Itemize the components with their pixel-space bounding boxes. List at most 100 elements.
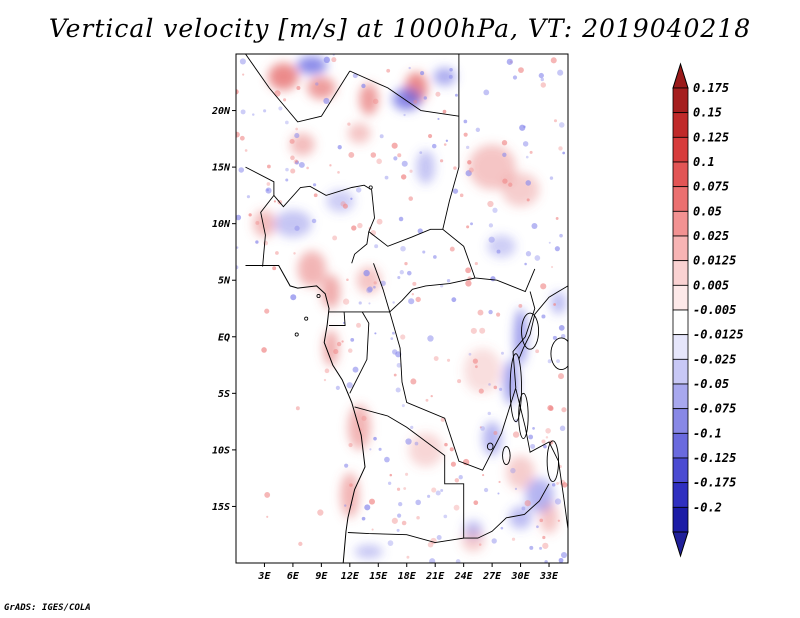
downward-speck <box>285 178 289 182</box>
upward-speck <box>479 426 482 429</box>
upward-speck <box>372 98 379 105</box>
upward-speck <box>427 541 434 548</box>
colorbar-bin <box>672 408 689 434</box>
upward-speck <box>496 312 501 317</box>
downward-speck <box>401 404 405 408</box>
upward-speck <box>453 166 457 170</box>
downward-speck <box>422 250 426 254</box>
upward-speck <box>272 266 277 271</box>
upward-speck <box>465 267 472 274</box>
upward-speck <box>236 131 240 138</box>
upward-speck <box>553 303 556 306</box>
downward-speck <box>344 504 347 507</box>
colorbar-label: 0.05 <box>693 204 722 218</box>
upward-speck <box>336 341 342 347</box>
downward-speck <box>236 246 239 249</box>
upward-speck <box>518 67 524 73</box>
upward-speck <box>559 479 566 486</box>
upward-speck <box>373 281 377 285</box>
upward-speck <box>341 340 344 343</box>
downward-speck <box>558 122 565 128</box>
downward-speck <box>465 170 472 177</box>
downward-speck <box>323 97 330 105</box>
downward-speck <box>368 302 371 305</box>
downward-speck <box>536 525 539 529</box>
country-border <box>329 311 346 326</box>
downward-speck <box>431 143 437 149</box>
colorbar-label: 0.0125 <box>693 254 736 268</box>
upward-speck <box>550 265 554 269</box>
downward-speck <box>246 195 251 199</box>
downward-speck <box>528 434 534 440</box>
downward-speck <box>367 286 373 293</box>
island-outline <box>368 185 373 190</box>
upward-speck <box>348 152 355 158</box>
downward-speck <box>534 255 541 261</box>
downward-speck <box>240 109 246 115</box>
upward-speck <box>298 541 303 546</box>
downward-patch <box>273 210 312 238</box>
upward-speck <box>266 515 269 518</box>
upward-speck <box>459 193 464 198</box>
upward-patch <box>297 250 327 288</box>
upward-speck <box>561 482 568 488</box>
downward-speck <box>379 134 384 139</box>
colorbar-bin <box>672 506 689 533</box>
upward-speck <box>501 140 508 146</box>
downward-speck <box>374 332 377 335</box>
downward-speck <box>510 467 516 474</box>
downward-speck <box>399 270 404 275</box>
downward-speck <box>400 245 406 252</box>
upward-speck <box>289 138 295 144</box>
upward-speck <box>337 171 340 174</box>
downward-speck <box>554 498 562 505</box>
lon-tick-label: 6E <box>287 571 300 582</box>
upward-patch <box>253 210 276 238</box>
downward-speck <box>427 494 431 498</box>
velocity-field <box>236 54 568 563</box>
upward-patch <box>506 455 535 490</box>
downward-speck <box>557 69 564 76</box>
colorbar-label: -0.175 <box>693 476 736 490</box>
upward-speck <box>556 482 560 485</box>
upward-speck <box>296 85 301 90</box>
upward-speck <box>511 537 516 541</box>
upward-speck <box>371 528 374 531</box>
downward-speck <box>398 216 404 222</box>
downward-speck <box>315 82 319 86</box>
lon-tick-label: 30E <box>511 571 531 582</box>
upward-speck <box>357 222 363 229</box>
upward-speck <box>539 518 544 523</box>
upward-speck <box>446 358 451 362</box>
downward-speck <box>452 188 459 194</box>
upward-speck <box>389 473 393 477</box>
upward-speck <box>498 480 501 484</box>
upward-speck <box>323 378 327 382</box>
country-border <box>349 311 370 394</box>
upward-speck <box>343 298 350 305</box>
downward-speck <box>449 67 453 72</box>
island-outline <box>316 294 321 299</box>
downward-speck <box>470 222 473 226</box>
map-frame <box>235 53 569 564</box>
upward-speck <box>376 218 383 225</box>
upward-speck <box>478 388 484 394</box>
downward-speck <box>374 244 379 249</box>
upward-speck <box>376 158 382 165</box>
lake-outline <box>502 446 511 466</box>
upward-speck <box>403 487 407 490</box>
upward-speck <box>295 127 299 131</box>
downward-speck <box>499 387 503 391</box>
upward-speck <box>547 404 554 411</box>
downward-speck <box>524 262 527 266</box>
upward-speck <box>396 487 401 491</box>
colorbar: 0.175 0.15 0.125 0.1 0.075 0.05 0.025 0.0125 0.0… <box>672 62 744 558</box>
colorbar-bin <box>672 210 689 237</box>
lon-tick-label: 12E <box>341 571 360 582</box>
upward-speck <box>295 406 300 411</box>
colorbar-label: -0.1 <box>693 426 722 440</box>
upward-speck <box>425 398 429 402</box>
upward-speck <box>473 500 479 506</box>
downward-speck <box>294 225 300 231</box>
upward-speck <box>290 168 296 174</box>
